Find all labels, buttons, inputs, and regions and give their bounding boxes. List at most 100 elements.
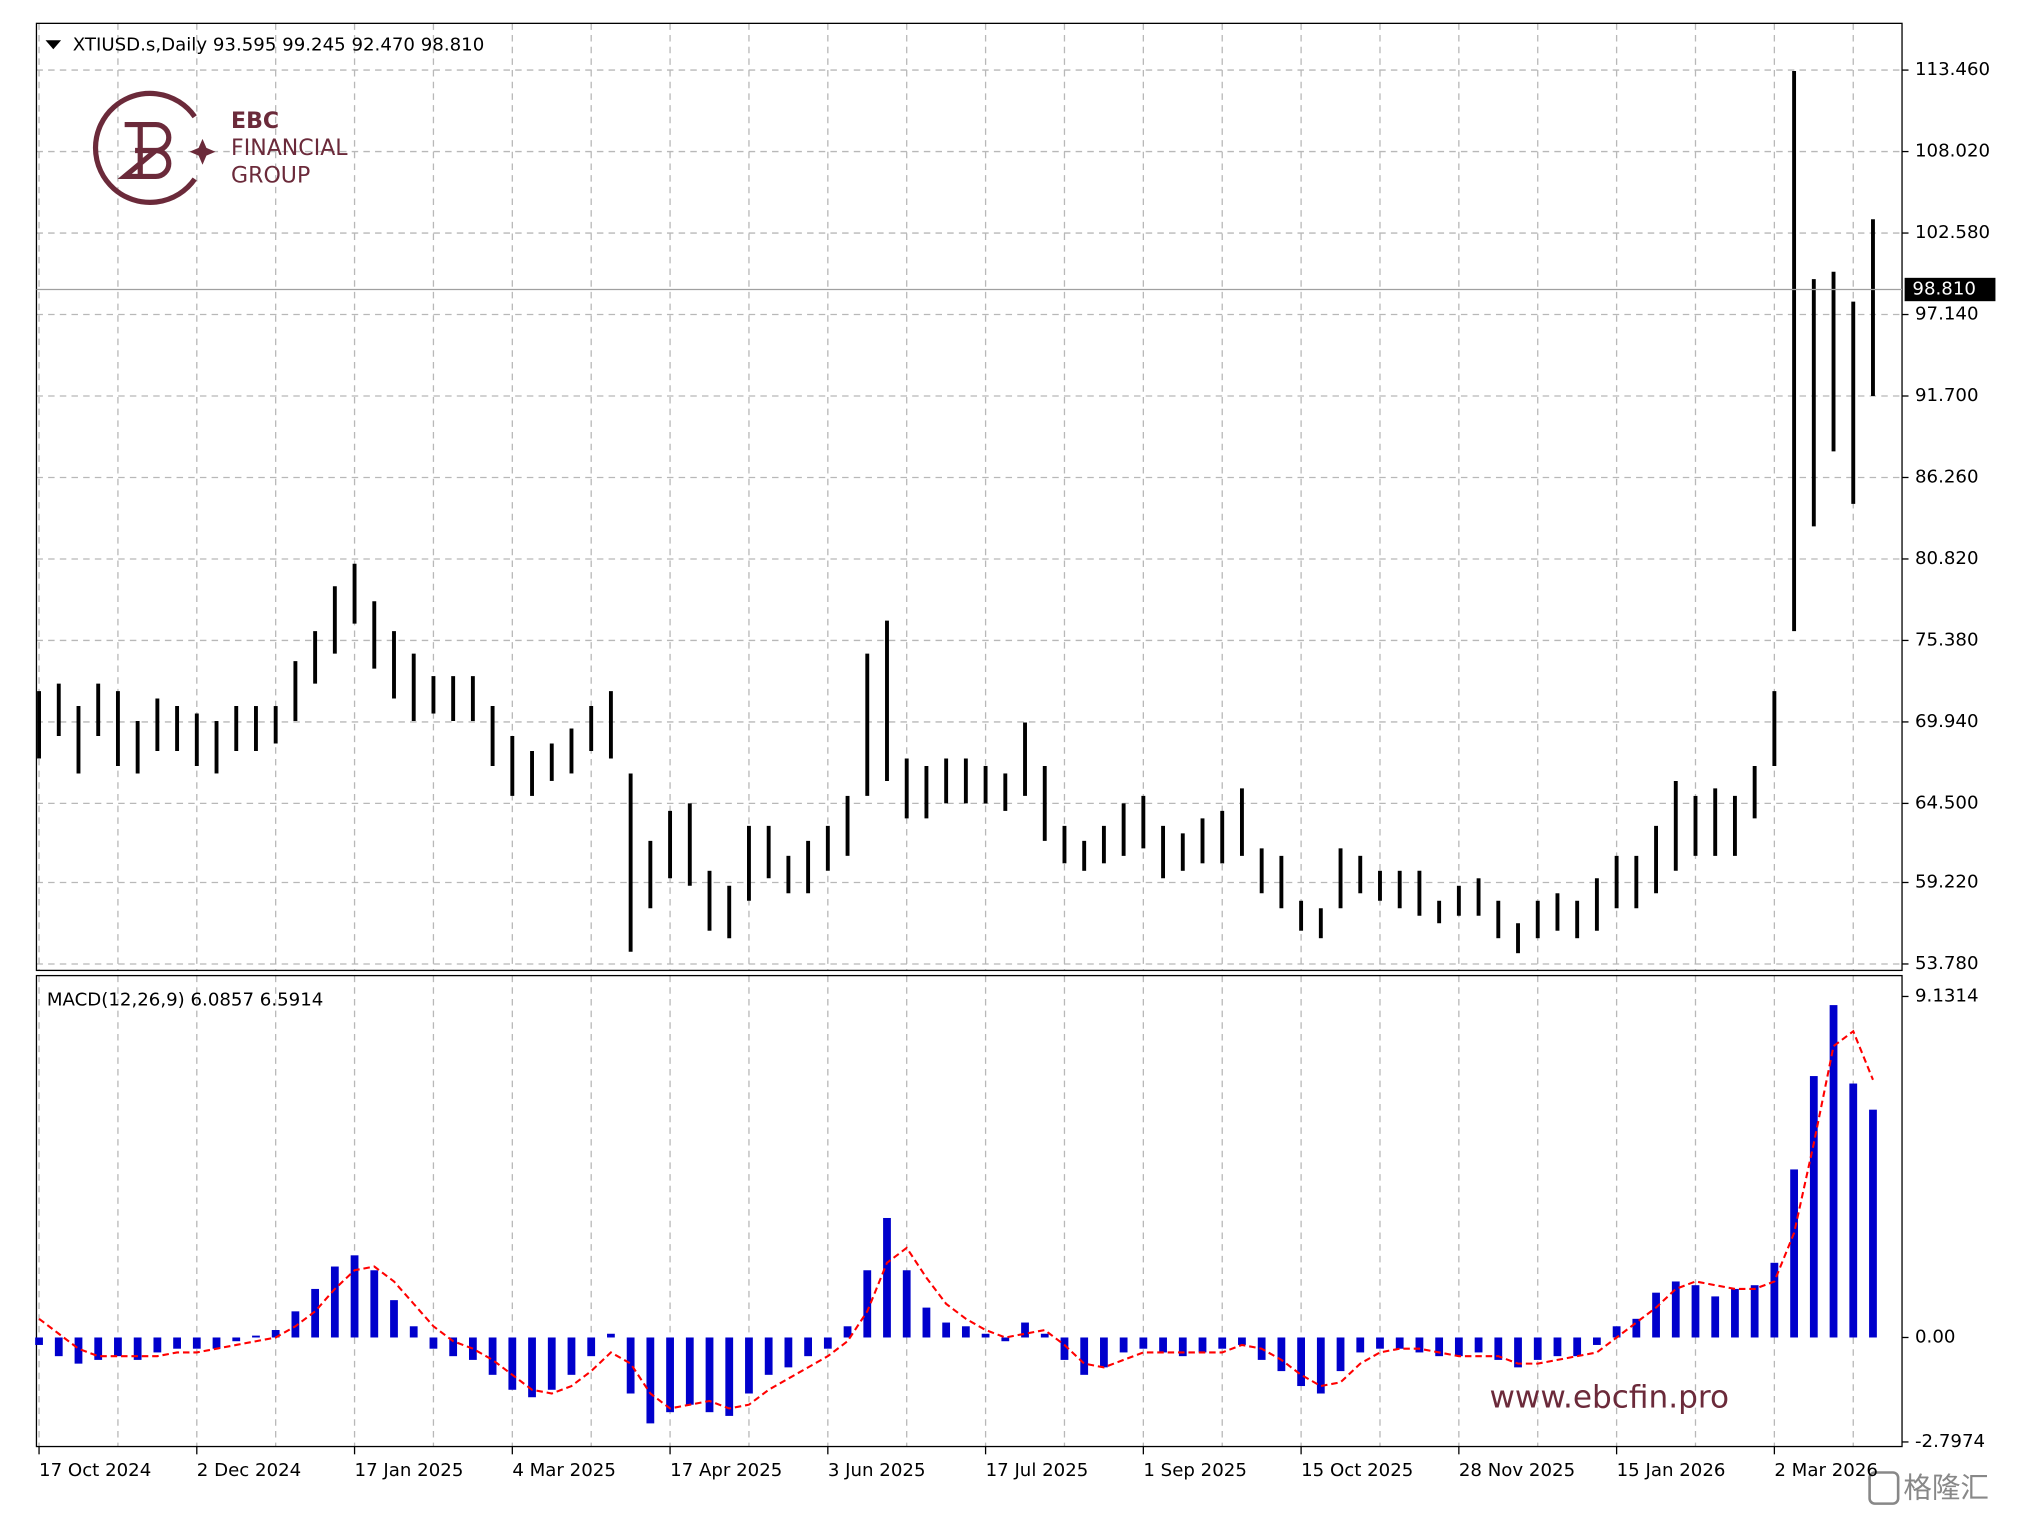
macd-bar — [1770, 1262, 1779, 1338]
macd-bar — [1060, 1337, 1069, 1360]
macd-bar — [291, 1311, 300, 1338]
macd-bar — [942, 1322, 951, 1338]
macd-bar — [764, 1337, 773, 1375]
x-tick-label: 17 Jan 2025 — [355, 1460, 464, 1481]
logo-text: EBC — [231, 109, 279, 134]
macd-bar — [863, 1270, 872, 1338]
macd-bar — [883, 1217, 891, 1338]
macd-bar — [804, 1337, 813, 1357]
macd-bar — [1277, 1337, 1286, 1372]
x-tick-label: 28 Nov 2025 — [1459, 1460, 1575, 1481]
macd-bar — [1435, 1337, 1444, 1357]
macd-bar — [1750, 1285, 1759, 1338]
macd-bar — [1533, 1337, 1542, 1360]
macd-bar — [646, 1337, 655, 1424]
watermark: 格隆汇 — [1903, 1471, 1989, 1504]
macd-bar — [1829, 1005, 1838, 1338]
y-tick-label: 69.940 — [1915, 711, 1979, 732]
grid-layer — [36, 23, 1903, 1447]
macd-bar — [153, 1337, 162, 1353]
y-tick-label: 75.380 — [1915, 629, 1979, 650]
macd-bar — [192, 1337, 201, 1349]
macd-bar — [114, 1337, 122, 1357]
macd-bar — [823, 1337, 832, 1349]
macd-bar — [547, 1337, 556, 1390]
macd-bar — [1356, 1337, 1365, 1353]
macd-bar — [784, 1337, 793, 1368]
x-tick-label: 17 Oct 2024 — [39, 1460, 151, 1481]
x-tick-label: 17 Jul 2025 — [986, 1460, 1089, 1481]
logo-mark — [117, 121, 172, 180]
logo-text: FINANCIAL — [231, 136, 348, 161]
macd-bar — [1790, 1169, 1798, 1338]
macd-bar — [212, 1337, 221, 1349]
y-tick-label: 102.580 — [1915, 222, 1990, 243]
macd-bar — [54, 1337, 63, 1357]
macd-bar — [1415, 1337, 1424, 1353]
y-tick-label: 91.700 — [1915, 385, 1979, 406]
macd-bar — [1178, 1337, 1187, 1357]
y-tick-label: 53.780 — [1915, 953, 1979, 974]
macd-bar — [311, 1288, 320, 1338]
x-tick-label: 4 Mar 2025 — [512, 1460, 616, 1481]
macd-bar — [843, 1326, 852, 1338]
macd-bar — [1691, 1285, 1700, 1338]
macd-bar — [1139, 1337, 1148, 1349]
macd-bar — [922, 1307, 931, 1338]
macd-bar — [1454, 1337, 1463, 1357]
macd-bar — [1376, 1337, 1384, 1349]
macd-bar — [409, 1326, 418, 1338]
macd-bar — [1671, 1281, 1680, 1338]
macd-bar — [1474, 1337, 1483, 1353]
macd-bar — [488, 1337, 497, 1375]
y-tick-label: 64.500 — [1915, 792, 1979, 813]
macd-bar — [1869, 1109, 1877, 1338]
macd-bar — [626, 1337, 635, 1394]
macd-bar — [1040, 1333, 1049, 1338]
macd-bar — [1238, 1337, 1246, 1345]
y-tick-label: 59.220 — [1915, 871, 1979, 892]
macd-bar — [705, 1337, 714, 1413]
macd-bar — [1652, 1292, 1660, 1338]
macd-bar — [35, 1337, 43, 1345]
macd-bar — [449, 1337, 458, 1357]
macd-bar — [1316, 1337, 1325, 1394]
macd-bar — [1218, 1337, 1227, 1349]
macd-bar — [1632, 1318, 1641, 1338]
macd-bar — [94, 1337, 103, 1360]
macd-bar — [902, 1270, 911, 1338]
macd-bar — [528, 1337, 536, 1398]
chart-header: XTIUSD.s,Daily 93.595 99.245 92.470 98.8… — [73, 34, 485, 55]
macd-bar — [271, 1330, 280, 1338]
last-price-box — [1904, 277, 1996, 302]
macd-bar — [961, 1326, 970, 1338]
macd-bar — [666, 1337, 674, 1413]
macd-bar — [1159, 1337, 1167, 1353]
y-tick-label: -2.7974 — [1915, 1431, 1985, 1452]
symbol-menu-arrow[interactable] — [45, 40, 62, 50]
x-tick-label: 2 Dec 2024 — [197, 1460, 301, 1481]
x-tick-label: 3 Jun 2025 — [828, 1460, 926, 1481]
macd-bar — [1514, 1337, 1522, 1368]
macd-bar — [1711, 1296, 1720, 1338]
x-tick-label: 15 Jan 2026 — [1617, 1460, 1726, 1481]
logo: EBC FINANCIAL GROUP — [93, 90, 348, 205]
y-tick-label: 9.1314 — [1915, 985, 1979, 1006]
macd-bar — [725, 1337, 734, 1416]
x-tick-label: 17 Apr 2025 — [670, 1460, 782, 1481]
macd-bar — [1119, 1337, 1128, 1353]
macd-bar — [429, 1337, 438, 1349]
macd-panel — [35, 974, 1903, 1448]
macd-bar — [745, 1337, 753, 1394]
macd-bar — [74, 1337, 83, 1364]
macd-bar — [1001, 1337, 1010, 1342]
logo-star — [189, 138, 216, 165]
macd-title: MACD(12,26,9) 6.0857 6.5914 — [47, 989, 324, 1010]
macd-bar — [1553, 1337, 1562, 1357]
macd-bar — [685, 1337, 694, 1405]
macd-bar — [1198, 1337, 1207, 1353]
macd-bar — [1336, 1337, 1345, 1372]
watermark-icon — [1868, 1471, 1900, 1505]
y-tick-label: 0.00 — [1915, 1326, 1955, 1347]
